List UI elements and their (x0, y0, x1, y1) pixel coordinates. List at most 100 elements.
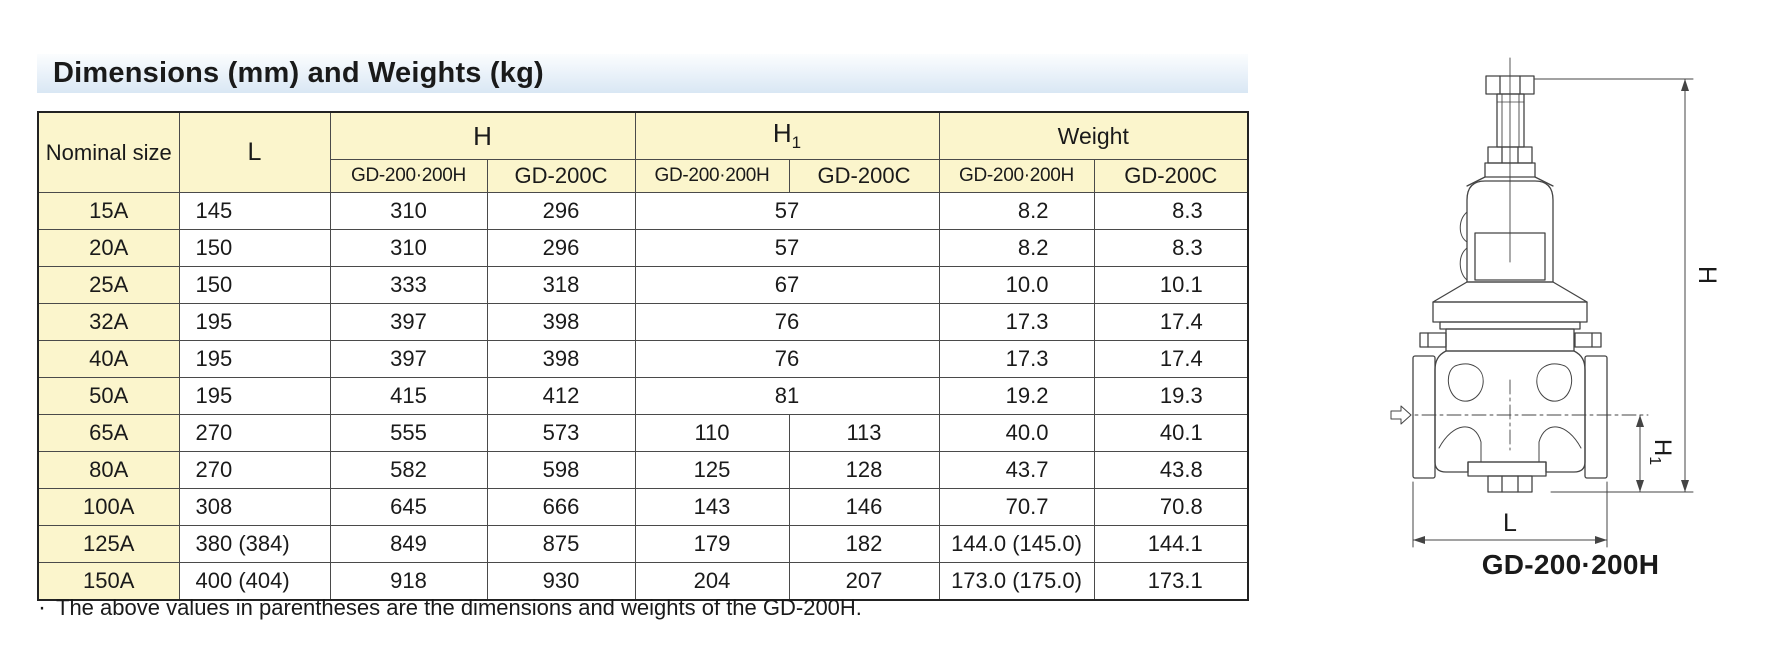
cell-h1-merged: 76 (634, 303, 940, 341)
cell-weight-gd200-200h: 17.3 (938, 303, 1095, 341)
cell-weight-gd200-200h: 40.0 (938, 414, 1095, 452)
cell-weight-gd200c: 17.4 (1093, 303, 1249, 341)
dimension-label-h1: H1 (1646, 439, 1676, 465)
cell-h-gd200-200h: 333 (329, 266, 488, 304)
table-row: 25A 150 333 318 67 10.0 10.1 (37, 266, 1249, 304)
cell-weight-gd200c: 173.1 (1093, 562, 1249, 601)
header-weight-gd200c: GD-200C (1093, 159, 1249, 193)
cell-l: 195 (178, 377, 331, 415)
cell-l: 270 (178, 451, 331, 489)
cell-nominal-size: 20A (37, 229, 180, 267)
cell-nominal-size: 15A (37, 192, 180, 230)
header-weight: Weight (938, 111, 1249, 160)
cell-l: 308 (178, 488, 331, 526)
cell-weight-gd200c: 10.1 (1093, 266, 1249, 304)
cell-l: 195 (178, 340, 331, 378)
cell-h-gd200c: 318 (486, 266, 636, 304)
header-h1-gd200c: GD-200C (788, 159, 940, 193)
cell-weight-gd200-200h: 8.2 (938, 229, 1095, 267)
cell-weight-gd200-200h: 70.7 (938, 488, 1095, 526)
flow-arrow-icon (1390, 405, 1412, 425)
footnote-text: The above values in parentheses are the … (56, 595, 862, 620)
cell-h1-gd200c: 128 (788, 451, 940, 489)
cell-weight-gd200c: 19.3 (1093, 377, 1249, 415)
footnote-bullet: · (38, 594, 46, 621)
header-l: L (178, 111, 331, 193)
cell-h-gd200-200h: 397 (329, 340, 488, 378)
cell-h1-gd200-200h: 204 (634, 562, 790, 601)
cell-weight-gd200-200h: 19.2 (938, 377, 1095, 415)
cell-weight-gd200-200h: 8.2 (938, 192, 1095, 230)
cell-weight-gd200-200h: 173.0 (175.0) (938, 562, 1095, 601)
cell-h1-gd200-200h: 110 (634, 414, 790, 452)
cell-nominal-size: 150A (37, 562, 180, 601)
figure-caption: GD-200·200H (1481, 549, 1660, 580)
diaphragm-flange (1432, 301, 1588, 323)
cell-weight-gd200c: 144.1 (1093, 525, 1249, 563)
cell-h-gd200c: 398 (486, 303, 636, 341)
table-row: 80A 270 582 598 125 128 43.7 43.8 (37, 451, 1249, 489)
nameplate (1474, 232, 1546, 281)
cell-nominal-size: 40A (37, 340, 180, 378)
table-row: 50A 195 415 412 81 19.2 19.3 (37, 377, 1249, 415)
cell-h1-merged: 57 (634, 192, 940, 230)
page-title: Dimensions (mm) and Weights (kg) (53, 57, 544, 89)
table-row: 100A 308 645 666 143 146 70.7 70.8 (37, 488, 1249, 526)
h1-label-sub: 1 (1646, 456, 1663, 465)
cell-h1-gd200c: 146 (788, 488, 940, 526)
table-header: Nominal size L H H1 Weight GD-200·200H G… (37, 111, 1249, 193)
cell-h-gd200-200h: 582 (329, 451, 488, 489)
cell-l: 195 (178, 303, 331, 341)
cell-h1-merged: 57 (634, 229, 940, 267)
inlet-flange (1412, 355, 1436, 479)
table-row: 32A 195 397 398 76 17.3 17.4 (37, 303, 1249, 341)
cell-h1-merged: 76 (634, 340, 940, 378)
cell-l: 270 (178, 414, 331, 452)
header-h1: H1 (634, 111, 940, 160)
cell-h1-gd200-200h: 125 (634, 451, 790, 489)
cell-h-gd200c: 412 (486, 377, 636, 415)
table-body: 15A 145 310 296 57 8.2 8.3 20A 150 310 296 57 8.2 8.3… (37, 192, 1249, 601)
spring-housing (1466, 180, 1554, 283)
cell-weight-gd200c: 8.3 (1093, 229, 1249, 267)
bottom-cap (1467, 461, 1547, 477)
cell-l: 145 (178, 192, 331, 230)
footnote: · The above values in parentheses are the… (38, 594, 862, 622)
cell-h-gd200-200h: 918 (329, 562, 488, 601)
header-row-models: GD-200·200H GD-200C GD-200·200H GD-200C … (38, 159, 1249, 193)
cell-nominal-size: 50A (37, 377, 180, 415)
valve-drawing: H H1 L (1390, 57, 1721, 548)
cell-l: 380 (384) (178, 525, 331, 563)
cell-h1-gd200-200h: 179 (634, 525, 790, 563)
cell-nominal-size: 100A (37, 488, 180, 526)
cell-weight-gd200c: 43.8 (1093, 451, 1249, 489)
cell-h-gd200c: 296 (486, 229, 636, 267)
cell-weight-gd200c: 17.4 (1093, 340, 1249, 378)
cell-h-gd200c: 296 (486, 192, 636, 230)
header-nominal-size: Nominal size (37, 111, 180, 193)
header-h1-base: H (772, 118, 792, 149)
header-weight-gd200-200h: GD-200·200H (938, 159, 1095, 193)
cell-h-gd200c: 398 (486, 340, 636, 378)
header-h-gd200c: GD-200C (486, 159, 636, 193)
cell-h-gd200c: 598 (486, 451, 636, 489)
dimension-label-h: H (1693, 266, 1721, 284)
cell-h1-merged: 67 (634, 266, 940, 304)
header-h1-sub: 1 (791, 133, 802, 153)
section-title-bar: Dimensions (mm) and Weights (kg) (37, 54, 1248, 93)
bonnet (1445, 328, 1575, 352)
h1-label-base: H (1649, 439, 1676, 456)
cell-h-gd200-200h: 555 (329, 414, 488, 452)
cell-h-gd200-200h: 310 (329, 229, 488, 267)
table-row: 15A 145 310 296 57 8.2 8.3 (37, 192, 1249, 230)
cell-h1-gd200c: 207 (788, 562, 940, 601)
cell-h1-gd200c: 113 (788, 414, 940, 452)
cell-weight-gd200c: 40.1 (1093, 414, 1249, 452)
cell-l: 150 (178, 229, 331, 267)
cell-h-gd200c: 666 (486, 488, 636, 526)
cell-h1-gd200-200h: 143 (634, 488, 790, 526)
cell-weight-gd200-200h: 10.0 (938, 266, 1095, 304)
cell-h-gd200-200h: 397 (329, 303, 488, 341)
cell-h1-gd200c: 182 (788, 525, 940, 563)
header-h: H (329, 111, 636, 160)
